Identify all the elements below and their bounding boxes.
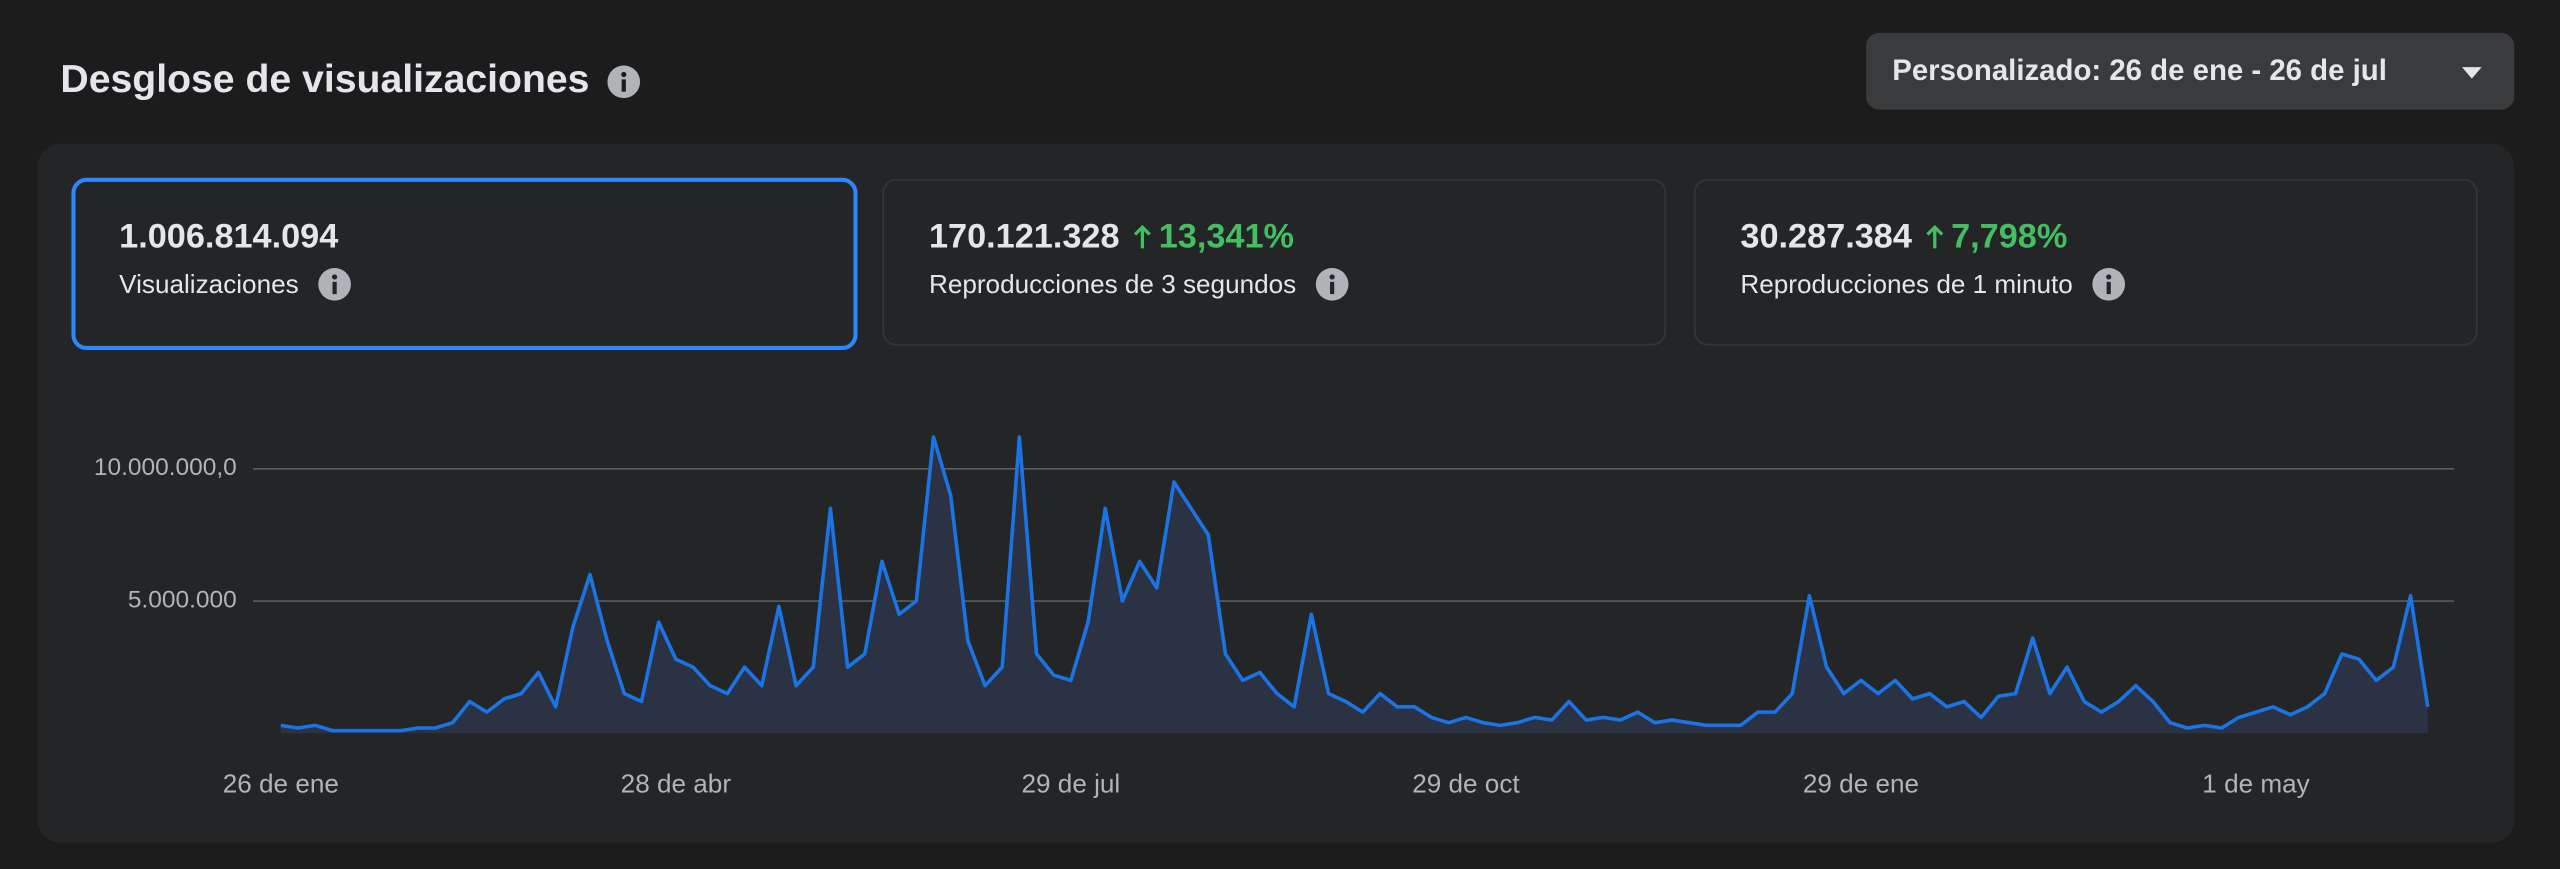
y-tick-label: 5.000.000	[128, 586, 237, 613]
info-icon[interactable]	[607, 65, 641, 99]
metric-box	[71, 177, 858, 351]
date-range-dropdown[interactable]: Personalizado: 26 de ene - 26 de jul	[1866, 32, 2515, 110]
info-icon[interactable]	[318, 267, 351, 301]
x-tick-label: 26 de ene	[223, 768, 339, 798]
metric-label: Reproducciones de 1 minuto	[1740, 269, 2072, 299]
metric-value: 1.006.814.094	[119, 218, 338, 256]
info-icon[interactable]	[2092, 267, 2126, 301]
metric-box	[882, 178, 1667, 346]
info-icon[interactable]	[1315, 267, 1349, 301]
info-bar	[2106, 281, 2111, 295]
metric-box	[1693, 178, 2478, 346]
y-tick-label: 10.000.000,0	[94, 454, 237, 481]
x-tick-label: 28 de abr	[621, 768, 732, 798]
line	[280, 435, 2430, 733]
x-tick-label: 29 de oct	[1412, 768, 1520, 798]
section-title: Desglose de visualizaciones	[60, 58, 589, 101]
caret	[2462, 67, 2482, 79]
info-dot	[1329, 274, 1335, 280]
metric-label: Reproducciones de 3 segundos	[929, 269, 1296, 299]
x-tick-label: 29 de jul	[1022, 768, 1121, 798]
metric-change: 7,798%	[1951, 218, 2067, 256]
up-arrow	[1133, 224, 1151, 249]
info-bar	[1330, 281, 1335, 295]
info-dot	[2106, 274, 2112, 280]
metric-card[interactable]: 30.287.384 7,798% Reproducciones de 1 minu…	[1693, 178, 2478, 346]
metric-value: 170.121.328	[929, 218, 1120, 256]
up-arrow	[1926, 224, 1944, 249]
metric-label: Visualizaciones	[119, 269, 298, 299]
chart: 5.000.000 10.000.000,0 26 de ene 28 de abr 2…	[94, 435, 2454, 798]
metric-card[interactable]: 1.006.814.094 Visualizaciones	[71, 177, 858, 351]
metric-change: 13,341%	[1159, 218, 1294, 256]
x-tick-label: 1 de may	[2202, 768, 2309, 798]
metric-card[interactable]: 170.121.328 13,341% Reproducciones de 3 se…	[882, 178, 1667, 346]
info-dot	[331, 274, 338, 280]
area	[280, 437, 2428, 734]
date-range-label: Personalizado: 26 de ene - 26 de jul	[1892, 54, 2387, 87]
info-bar	[332, 281, 337, 295]
metric-value: 30.287.384	[1740, 218, 1911, 256]
x-tick-label: 29 de ene	[1803, 768, 1919, 798]
